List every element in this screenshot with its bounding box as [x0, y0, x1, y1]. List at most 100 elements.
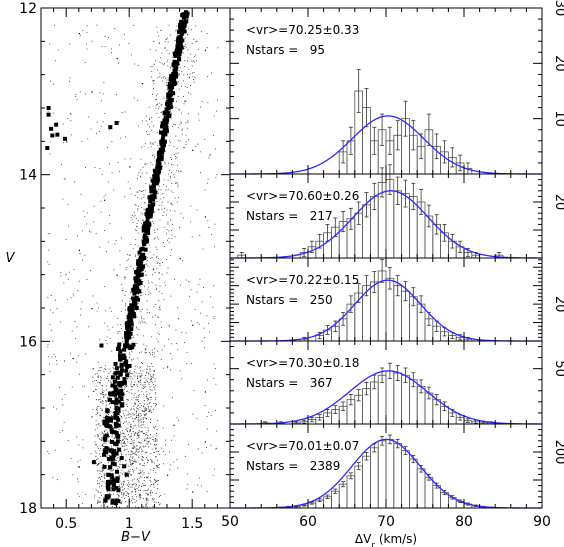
field-dot: [118, 62, 120, 64]
member-star-point: [160, 144, 165, 149]
field-dot: [101, 100, 102, 102]
field-dot: [139, 484, 141, 486]
field-dot: [107, 378, 109, 380]
field-dot: [170, 254, 172, 256]
field-dot: [136, 410, 138, 412]
field-dot: [155, 49, 157, 51]
field-dot: [132, 456, 134, 458]
field-dot: [101, 445, 103, 447]
mean-velocity-annotation: <vr>=70.60±0.26: [246, 189, 359, 203]
member-star-point: [151, 184, 156, 189]
field-dot: [102, 464, 104, 466]
field-dot: [207, 102, 209, 104]
field-dot: [152, 484, 154, 486]
field-dot: [186, 363, 188, 365]
field-dot: [59, 387, 61, 388]
field-dot: [197, 143, 199, 145]
field-dot: [47, 296, 49, 298]
field-dot: [111, 141, 113, 143]
member-star-point: [162, 118, 167, 123]
field-dot: [149, 393, 151, 395]
field-dot: [63, 421, 65, 423]
field-dot: [122, 486, 123, 488]
field-dot: [62, 404, 64, 406]
field-dot: [97, 405, 99, 407]
field-dot: [142, 189, 144, 191]
field-dot: [143, 410, 145, 412]
field-dot: [208, 323, 209, 325]
field-star-point: [167, 366, 169, 368]
field-dot: [159, 503, 161, 505]
field-dot: [124, 111, 126, 113]
field-dot: [150, 459, 152, 461]
field-dot: [48, 356, 50, 358]
field-dot: [128, 258, 130, 260]
field-dot: [174, 210, 176, 212]
field-dot: [78, 495, 80, 497]
field-dot: [178, 318, 180, 320]
field-dot: [155, 439, 156, 441]
field-dot: [85, 93, 87, 95]
field-dot: [149, 402, 151, 403]
field-dot: [158, 185, 160, 187]
field-dot: [183, 47, 185, 49]
field-dot: [134, 483, 136, 485]
field-dot: [127, 431, 128, 433]
field-dot: [131, 408, 132, 410]
field-dot: [138, 473, 140, 475]
field-dot: [86, 223, 88, 225]
field-dot: [158, 291, 160, 293]
field-dot: [130, 456, 132, 458]
field-dot: [99, 449, 101, 451]
field-dot: [125, 404, 127, 406]
field-dot: [143, 145, 145, 147]
field-dot: [63, 360, 65, 362]
field-dot: [120, 502, 122, 504]
field-dot: [157, 77, 159, 79]
field-dot: [190, 221, 192, 223]
field-dot: [97, 412, 99, 414]
field-dot: [118, 366, 120, 368]
field-star-point: [104, 199, 106, 201]
field-dot: [152, 376, 154, 378]
member-star-point: [168, 88, 173, 93]
field-dot: [159, 464, 160, 466]
field-dot: [160, 358, 162, 360]
field-dot: [213, 317, 215, 319]
field-dot: [132, 463, 134, 465]
field-dot: [47, 233, 49, 235]
field-dot: [140, 351, 142, 353]
field-dot: [104, 286, 106, 287]
field-dot: [179, 67, 181, 69]
field-dot: [109, 447, 111, 449]
nstars-annotation: Nstars = 2389: [246, 459, 340, 473]
field-dot: [98, 464, 100, 466]
field-dot: [164, 284, 166, 286]
field-dot: [142, 166, 144, 168]
member-star-point: [149, 189, 154, 194]
field-dot: [120, 463, 122, 465]
field-dot: [208, 157, 210, 159]
field-dot: [101, 394, 103, 396]
field-dot: [171, 203, 172, 205]
field-dot: [153, 409, 155, 410]
field-dot: [135, 399, 137, 401]
field-dot: [215, 176, 217, 178]
field-dot: [208, 331, 210, 333]
field-dot: [182, 52, 184, 54]
field-dot: [127, 451, 129, 453]
field-dot: [140, 370, 141, 372]
field-dot: [174, 236, 176, 238]
field-dot: [109, 436, 111, 437]
field-dot: [134, 432, 136, 433]
field-dot: [92, 391, 94, 392]
field-dot: [187, 34, 189, 36]
field-dot: [124, 33, 125, 35]
field-dot: [100, 447, 102, 449]
field-dot: [61, 164, 62, 165]
field-dot: [148, 133, 150, 135]
field-dot: [162, 166, 164, 167]
field-dot: [170, 295, 172, 297]
field-dot: [146, 393, 148, 395]
field-dot: [48, 453, 50, 455]
